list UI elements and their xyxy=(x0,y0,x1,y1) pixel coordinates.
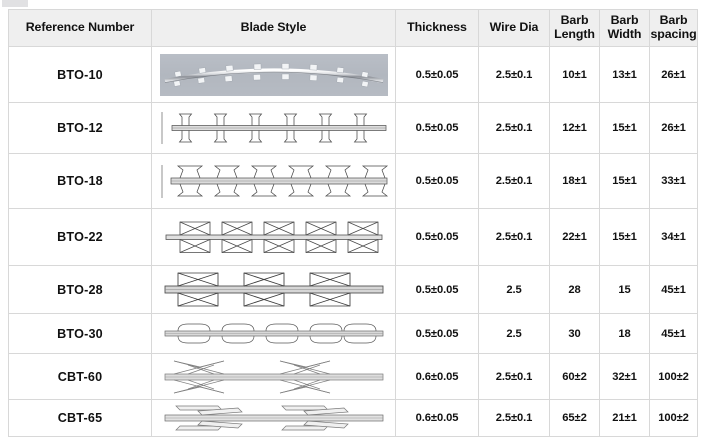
cell-barb-length: 60±2 xyxy=(549,353,600,400)
cell-thickness: 0.5±0.05 xyxy=(395,153,479,209)
razor-wire-specification-table: Reference Number Blade Style Thickness W… xyxy=(8,9,698,437)
cell-blade-style xyxy=(151,153,396,209)
cell-reference-number: BTO-10 xyxy=(8,46,152,103)
cell-blade-style xyxy=(151,46,396,103)
cell-reference-number: BTO-28 xyxy=(8,265,152,314)
table-row: BTO-30 xyxy=(8,313,698,354)
cell-wire-dia: 2.5±0.1 xyxy=(478,102,550,154)
column-header-wire-dia: Wire Dia xyxy=(478,9,550,47)
cell-reference-number: BTO-30 xyxy=(8,313,152,354)
column-header-blade-style: Blade Style xyxy=(151,9,396,47)
cell-wire-dia: 2.5 xyxy=(478,265,550,314)
cell-barb-spacing: 45±1 xyxy=(649,313,698,354)
cell-barb-length: 65±2 xyxy=(549,399,600,437)
blade-diagram-hourglass-barb xyxy=(152,215,395,259)
cell-thickness: 0.6±0.05 xyxy=(395,353,479,400)
cell-barb-width: 15±1 xyxy=(599,102,650,154)
barb-length-line-1: Barb xyxy=(560,13,589,28)
cell-barb-length: 10±1 xyxy=(549,46,600,103)
table-body: BTO-10 xyxy=(8,46,698,437)
cell-barb-width: 15±1 xyxy=(599,208,650,266)
blade-diagram-photo-concertina-razor-wire-coil xyxy=(152,53,395,96)
column-header-barb-width: Barb Width xyxy=(599,9,650,47)
column-header-reference-number: Reference Number xyxy=(8,9,152,47)
cell-thickness: 0.5±0.05 xyxy=(395,313,479,354)
cell-barb-length: 22±1 xyxy=(549,208,600,266)
cell-barb-width: 18 xyxy=(599,313,650,354)
cell-reference-number: CBT-65 xyxy=(8,399,152,437)
cell-reference-number: BTO-18 xyxy=(8,153,152,209)
specification-table-container: Reference Number Blade Style Thickness W… xyxy=(8,9,698,437)
cell-blade-style xyxy=(151,313,396,354)
table-row: CBT-65 xyxy=(8,399,698,437)
cell-blade-style xyxy=(151,102,396,154)
cell-barb-width: 21±1 xyxy=(599,399,650,437)
cell-reference-number: CBT-60 xyxy=(8,353,152,400)
cell-wire-dia: 2.5±0.1 xyxy=(478,353,550,400)
barb-spacing-line-1: Barb xyxy=(659,13,688,28)
cell-wire-dia: 2.5±0.1 xyxy=(478,46,550,103)
cell-wire-dia: 2.5±0.1 xyxy=(478,208,550,266)
cell-blade-style xyxy=(151,265,396,314)
scan-artifact xyxy=(2,0,28,7)
barb-spacing-line-2: spacing xyxy=(650,27,697,41)
cell-barb-spacing: 45±1 xyxy=(649,265,698,314)
blade-diagram-long-cross-barb xyxy=(152,356,395,398)
cell-barb-spacing: 33±1 xyxy=(649,153,698,209)
table-row: BTO-22 xyxy=(8,208,698,266)
cell-barb-width: 15 xyxy=(599,265,650,314)
table-row: CBT-60 xyxy=(8,353,698,400)
blade-diagram-wide-hourglass-barb xyxy=(152,269,395,311)
cell-barb-spacing: 26±1 xyxy=(649,102,698,154)
cell-barb-width: 15±1 xyxy=(599,153,650,209)
column-header-thickness: Thickness xyxy=(395,9,479,47)
cell-barb-length: 30 xyxy=(549,313,600,354)
cell-thickness: 0.5±0.05 xyxy=(395,265,479,314)
cell-barb-width: 32±1 xyxy=(599,353,650,400)
cell-wire-dia: 2.5±0.1 xyxy=(478,399,550,437)
table-header: Reference Number Blade Style Thickness W… xyxy=(8,9,698,47)
cell-thickness: 0.5±0.05 xyxy=(395,208,479,266)
table-row: BTO-18 xyxy=(8,153,698,209)
table-row: BTO-10 xyxy=(8,46,698,103)
blade-diagram-hook-barb xyxy=(152,316,395,352)
column-header-barb-spacing: Barb spacing xyxy=(649,9,698,47)
cell-thickness: 0.5±0.05 xyxy=(395,102,479,154)
blade-diagram-long-flat-barb xyxy=(152,401,395,435)
header-row: Reference Number Blade Style Thickness W… xyxy=(8,9,698,47)
cell-barb-width: 13±1 xyxy=(599,46,650,103)
cell-blade-style xyxy=(151,399,396,437)
barb-length-line-2: Length xyxy=(554,27,595,41)
table-row: BTO-12 xyxy=(8,102,698,154)
blade-diagram-medium-barb-bowtie xyxy=(152,157,395,205)
barb-width-line-2: Width xyxy=(607,27,642,41)
cell-thickness: 0.5±0.05 xyxy=(395,46,479,103)
cell-barb-spacing: 34±1 xyxy=(649,208,698,266)
blade-diagram-short-barb-bowtie xyxy=(152,105,395,151)
column-header-barb-length: Barb Length xyxy=(549,9,600,47)
cell-barb-length: 12±1 xyxy=(549,102,600,154)
cell-thickness: 0.6±0.05 xyxy=(395,399,479,437)
cell-barb-spacing: 26±1 xyxy=(649,46,698,103)
cell-barb-length: 28 xyxy=(549,265,600,314)
cell-barb-spacing: 100±2 xyxy=(649,353,698,400)
cell-barb-spacing: 100±2 xyxy=(649,399,698,437)
barb-width-line-1: Barb xyxy=(610,13,639,28)
cell-barb-length: 18±1 xyxy=(549,153,600,209)
cell-reference-number: BTO-22 xyxy=(8,208,152,266)
cell-reference-number: BTO-12 xyxy=(8,102,152,154)
cell-wire-dia: 2.5±0.1 xyxy=(478,153,550,209)
cell-wire-dia: 2.5 xyxy=(478,313,550,354)
cell-blade-style xyxy=(151,208,396,266)
cell-blade-style xyxy=(151,353,396,400)
table-row: BTO-28 xyxy=(8,265,698,314)
